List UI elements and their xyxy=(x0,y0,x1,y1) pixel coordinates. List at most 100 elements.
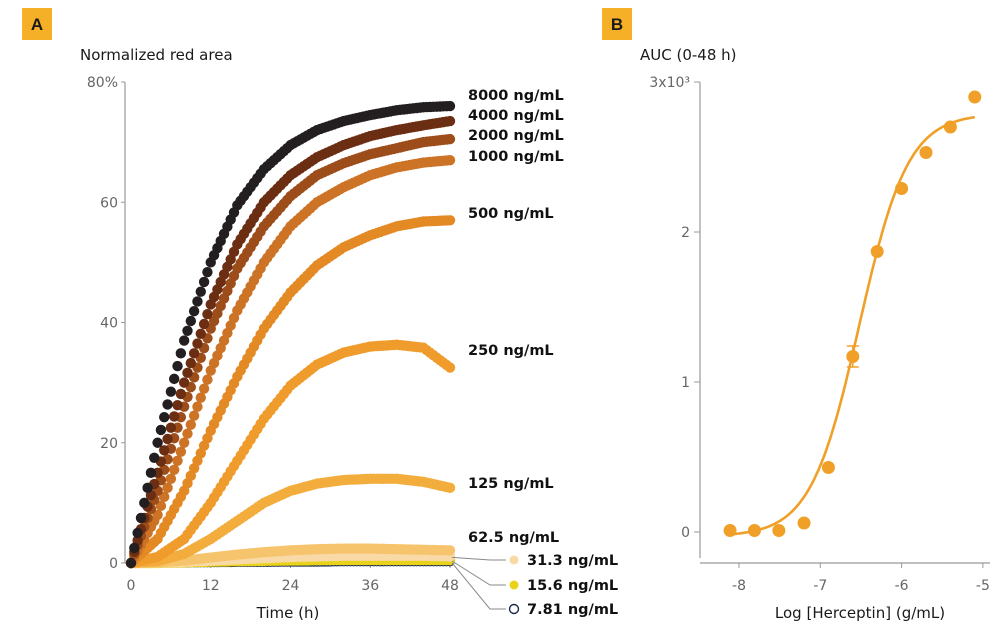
data-point xyxy=(155,424,167,436)
data-point xyxy=(165,473,177,485)
panel-a-series xyxy=(125,100,456,569)
data-point xyxy=(139,497,150,509)
data-point xyxy=(195,328,206,339)
data-point xyxy=(129,542,140,554)
data-point xyxy=(168,464,180,476)
data-point xyxy=(185,357,197,369)
data-point xyxy=(175,446,187,457)
data-point xyxy=(797,516,811,530)
panel-a-x-ticks: 0 12 24 36 48 xyxy=(127,563,459,594)
data-point xyxy=(168,411,180,422)
data-point xyxy=(165,386,177,397)
panel-b-y-tick-label: 3x10³ xyxy=(649,75,690,91)
data-point xyxy=(159,445,170,456)
series-label: 2000 ng/mL xyxy=(468,128,564,144)
data-point xyxy=(747,524,761,537)
series-label: 31.3 ng/mL xyxy=(527,553,618,569)
data-point xyxy=(178,437,190,448)
panel-a-x-tick-label: 48 xyxy=(441,578,459,594)
fit-curve xyxy=(729,115,975,536)
data-point xyxy=(870,245,884,258)
data-point xyxy=(192,338,203,349)
panel-b-x-tick-label: -6 xyxy=(895,578,909,594)
data-point xyxy=(195,392,206,403)
panel-a-y-tick-label: 80% xyxy=(87,75,118,91)
panel-a-y-tick-label: 0 xyxy=(109,556,118,572)
data-point xyxy=(192,401,203,412)
panel-b-x-tick-label: -7 xyxy=(813,578,827,594)
series-label: 250 ng/mL xyxy=(468,343,554,359)
panel-b-title: AUC (0-48 h) xyxy=(640,46,737,64)
data-point xyxy=(159,411,170,423)
data-point xyxy=(444,154,456,166)
panel-a-y-tick-label: 60 xyxy=(100,195,118,211)
data-point xyxy=(821,461,835,474)
data-point xyxy=(172,455,183,466)
series-label: 125 ng/mL xyxy=(468,476,554,492)
data-point xyxy=(152,437,163,448)
data-point xyxy=(155,500,167,512)
data-point xyxy=(202,309,213,320)
legend-marker xyxy=(509,580,519,590)
data-point xyxy=(165,422,177,433)
panel-a-badge xyxy=(22,8,52,40)
panel-b-x-ticks: -8 -7 -6 -5 xyxy=(732,563,990,594)
panel-b-letter: B xyxy=(611,15,623,34)
panel-a-y-ticks: 0 20 40 60 80% xyxy=(87,75,125,572)
data-point xyxy=(178,377,190,388)
panel-b-y-tick-label: 0 xyxy=(681,525,690,541)
data-point xyxy=(182,367,193,379)
data-point xyxy=(444,133,456,145)
data-point xyxy=(175,388,187,400)
panel-a-header: A Normalized red area xyxy=(22,8,233,64)
data-point xyxy=(198,276,210,288)
series-4000-ng-ml xyxy=(125,115,456,569)
panel-b-y-tick-label: 1 xyxy=(681,375,690,391)
data-point xyxy=(943,120,957,134)
series-label: 7.81 ng/mL xyxy=(527,602,618,618)
data-point xyxy=(198,318,210,330)
series-8000-ng-ml xyxy=(125,100,456,569)
legend-marker xyxy=(508,603,520,615)
legend-marker xyxy=(509,555,519,565)
data-point xyxy=(444,482,456,494)
series-label: 1000 ng/mL xyxy=(468,149,564,165)
panel-b-axes: 0 1 2 3x10³ -8 -7 -6 -5 Log [Herceptin] (g/mL) xyxy=(649,75,990,622)
series-1000-ng-ml xyxy=(125,154,456,569)
data-point xyxy=(162,433,173,445)
data-point xyxy=(162,482,173,494)
label-connector xyxy=(451,556,506,561)
panel-a-title: Normalized red area xyxy=(80,46,233,64)
panel-a-x-title: Time (h) xyxy=(256,604,320,622)
data-point xyxy=(444,545,456,556)
data-point xyxy=(772,524,786,537)
data-point xyxy=(185,315,197,327)
series-label: 15.6 ng/mL xyxy=(527,578,618,594)
data-point xyxy=(192,296,203,307)
panel-a-x-tick-label: 24 xyxy=(282,578,300,594)
data-point xyxy=(168,373,180,385)
panel-b-x-tick-label: -8 xyxy=(732,578,746,594)
panel-a-y-tick-label: 40 xyxy=(100,316,118,332)
panel-b-badge xyxy=(602,8,632,40)
series-label: 62.5 ng/mL xyxy=(468,530,559,546)
panel-b-x-title: Log [Herceptin] (g/mL) xyxy=(775,604,945,622)
data-point xyxy=(125,557,137,569)
data-point xyxy=(152,509,163,521)
panel-a-x-tick-label: 36 xyxy=(361,578,379,594)
panel-b-header: B AUC (0-48 h) xyxy=(602,8,737,64)
data-point xyxy=(198,383,210,394)
data-point xyxy=(188,410,200,421)
data-point xyxy=(202,374,213,385)
data-point xyxy=(185,419,197,430)
data-point xyxy=(202,266,213,278)
panel-a-x-tick-label: 12 xyxy=(202,578,220,594)
panel-b-y-tick-label: 2 xyxy=(681,225,690,241)
data-point xyxy=(919,146,933,159)
panel-a-letter: A xyxy=(31,15,43,34)
data-point xyxy=(444,362,456,373)
panel-a-series-labels: 8000 ng/mL 4000 ng/mL 2000 ng/mL 1000 ng/mL… xyxy=(451,88,618,618)
data-point xyxy=(188,348,200,359)
series-label: 8000 ng/mL xyxy=(468,88,564,104)
